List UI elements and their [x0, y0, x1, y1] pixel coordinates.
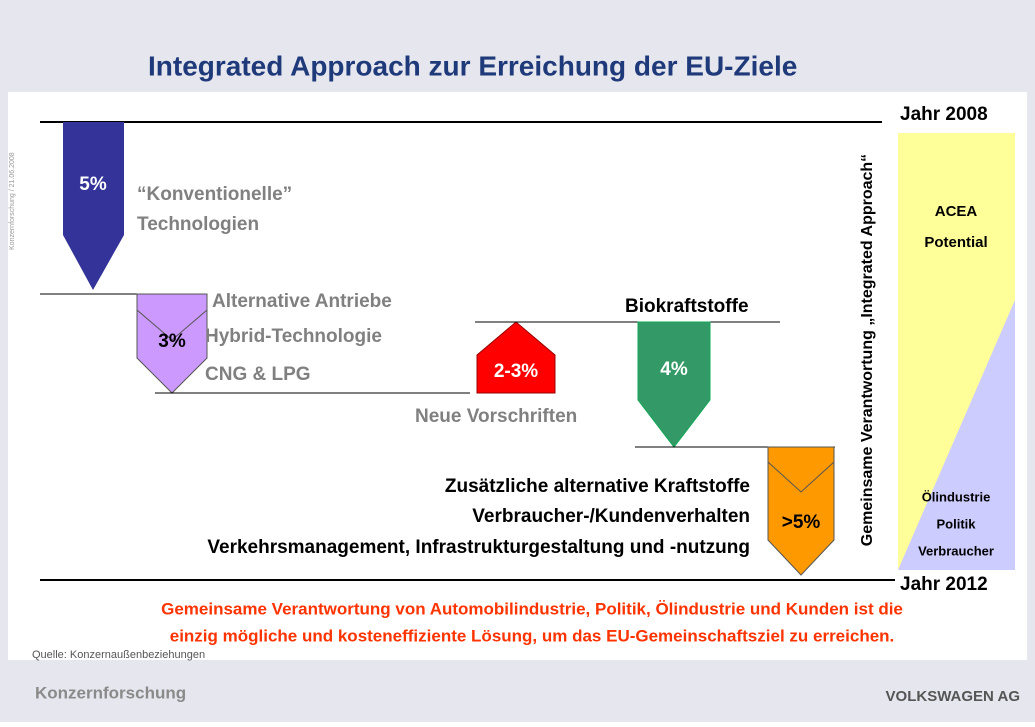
step-value: >5% [782, 512, 821, 533]
chevron-line [136, 309, 208, 341]
chevron-additional [767, 446, 835, 576]
step-label: Biokraftstoffe [625, 296, 749, 317]
year-end: Jahr 2012 [900, 574, 988, 595]
step-label: Hybrid-Technologie [205, 326, 382, 347]
conclusion: Gemeinsame Verantwortung von Automobilin… [161, 599, 903, 618]
panel-text: Verbraucher [918, 543, 994, 558]
step-label: Verkehrsmanagement, Infrastrukturgestalt… [207, 537, 750, 558]
panel-text: Politik [936, 516, 976, 531]
conclusion: einzig mögliche und kosteneffiziente Lös… [170, 626, 895, 645]
step-label: Alternative Antriebe [212, 291, 392, 312]
step-label: Verbraucher-/Kundenverhalten [472, 506, 750, 527]
panel-text: Potential [924, 234, 987, 251]
step-label: “Konventionelle” [137, 184, 292, 205]
step-value: 4% [660, 359, 688, 380]
house-regulations [476, 321, 556, 394]
step-label: Zusätzliche alternative Kraftstoffe [445, 476, 750, 497]
side-note: Konzernforschung / 21.06.2008 [9, 152, 16, 250]
title: Integrated Approach zur Erreichung der E… [148, 50, 797, 81]
arrow-biofuels [637, 321, 711, 448]
year-start: Jahr 2008 [900, 104, 988, 125]
panel-text: Ölindustrie [922, 489, 991, 504]
step-value: 5% [79, 174, 107, 195]
source: Quelle: Konzernaußenbeziehungen [32, 649, 205, 661]
step-label: Neue Vorschriften [415, 406, 577, 427]
vertical-label: Gemeinsame Verantwortung „Integrated App… [859, 154, 876, 546]
panel-triangle [898, 300, 1015, 570]
step-value: 2-3% [494, 361, 538, 382]
footer-left: Konzernforschung [35, 683, 186, 702]
step-value: 3% [158, 331, 186, 352]
panel-text: ACEA [935, 203, 978, 220]
chevron-alternative [136, 293, 208, 394]
footer-right: VOLKSWAGEN AG [886, 688, 1020, 705]
chevron-line [767, 461, 835, 493]
step-label: Technologien [137, 214, 259, 235]
arrow-conventional [63, 122, 124, 290]
step-label: CNG & LPG [205, 364, 311, 385]
